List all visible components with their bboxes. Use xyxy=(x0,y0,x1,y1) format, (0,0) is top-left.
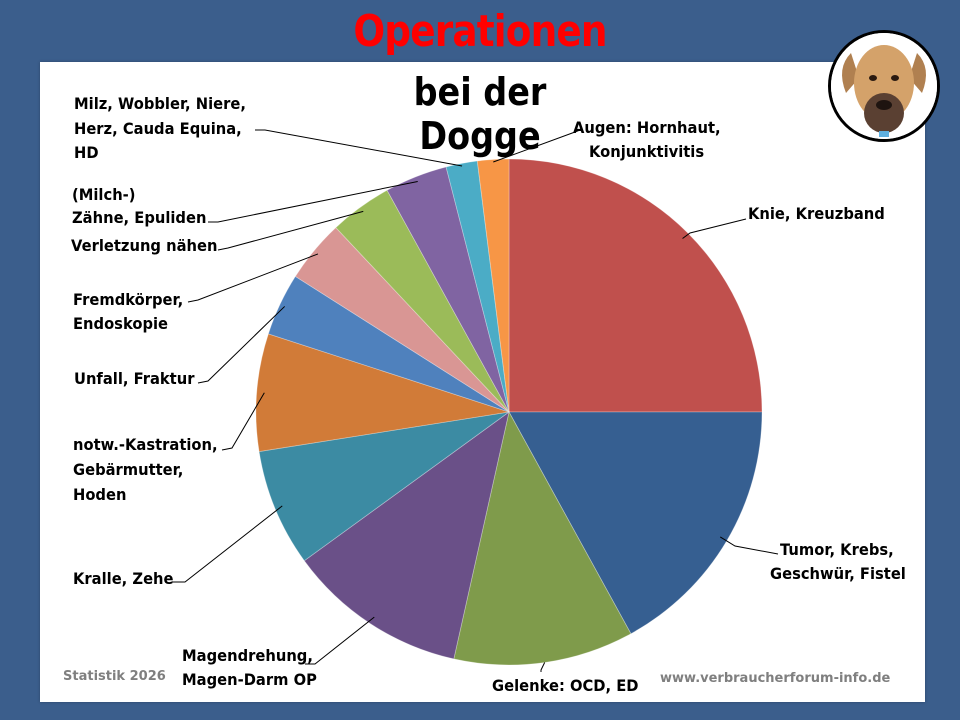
label-milz-line2: Herz, Cauda Equina, xyxy=(74,119,242,138)
pie-slice xyxy=(445,160,510,413)
page-title: Operationen xyxy=(353,6,607,57)
label-tumor-line1: Tumor, Krebs, xyxy=(780,540,894,559)
label-augen-line2: Konjunktivitis xyxy=(589,142,705,161)
leader-line xyxy=(682,218,747,239)
footer-statistik: Statistik 2026 xyxy=(63,669,166,684)
pie-slice xyxy=(267,275,510,413)
leader-line xyxy=(208,180,418,223)
label-unfall: Unfall, Fraktur xyxy=(74,369,195,388)
pie-slice xyxy=(255,333,510,453)
footer-website: www.verbraucherforum-info.de xyxy=(660,671,891,686)
label-kastration-line2: Gebärmutter, xyxy=(73,460,184,479)
pie-slice xyxy=(335,189,510,413)
pie-slice xyxy=(294,227,510,413)
leader-line xyxy=(221,392,265,451)
leader-line xyxy=(719,536,779,555)
pie-slice xyxy=(386,166,510,413)
label-augen-line1: Augen: Hornhaut, xyxy=(573,118,721,137)
label-tumor-line2: Geschwür, Fistel xyxy=(770,564,906,583)
leader-line xyxy=(540,662,546,672)
label-milz-line3: HD xyxy=(74,143,99,162)
label-milz-line1: Milz, Wobbler, Niere, xyxy=(74,94,246,113)
leader-line xyxy=(493,129,581,163)
leader-line xyxy=(255,129,463,167)
leader-line xyxy=(172,505,283,583)
label-kastration-line3: Hoden xyxy=(73,485,127,504)
chart-subtitle: bei der Dogge xyxy=(413,70,547,158)
label-kastration-line1: notw.-Kastration, xyxy=(73,435,218,454)
label-kralle: Kralle, Zehe xyxy=(73,569,174,588)
pie-slice xyxy=(476,158,510,413)
label-verletzung: Verletzung nähen xyxy=(71,236,218,255)
leader-line xyxy=(197,306,286,384)
pie-slice xyxy=(303,411,510,660)
leader-line xyxy=(217,210,364,251)
leader-line xyxy=(187,253,319,303)
leader-line xyxy=(305,616,375,665)
label-magen-line2: Magen-Darm OP xyxy=(182,670,317,689)
pie-slice xyxy=(508,158,763,413)
label-zaehne-line2: Zähne, Epuliden xyxy=(72,208,207,227)
pie-slice xyxy=(258,411,510,562)
label-magen-line1: Magendrehung, xyxy=(182,646,313,665)
label-knie: Knie, Kreuzband xyxy=(748,204,885,223)
dog-photo-icon xyxy=(828,30,940,142)
label-zaehne-line1: (Milch-) xyxy=(72,185,136,204)
label-fremd-line1: Fremdkörper, xyxy=(73,290,184,309)
label-gelenke: Gelenke: OCD, ED xyxy=(492,676,639,695)
label-fremd-line2: Endoskopie xyxy=(73,314,169,333)
